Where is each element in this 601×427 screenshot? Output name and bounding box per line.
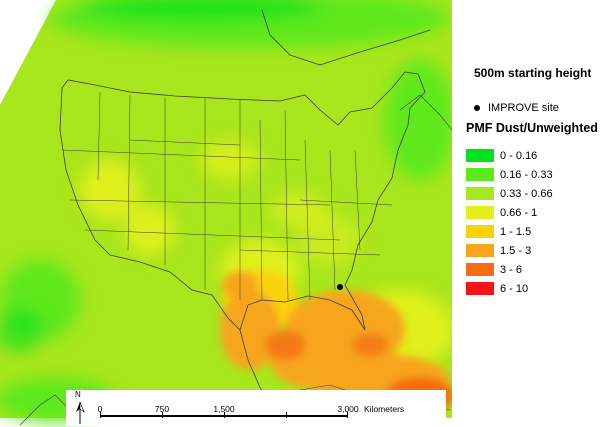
legend-swatch bbox=[466, 244, 494, 257]
scale-unit-label: Kilometers bbox=[364, 404, 405, 414]
legend-label: 0.33 - 0.66 bbox=[500, 187, 553, 200]
legend-swatch bbox=[466, 149, 494, 162]
legend-label: 1 - 1.5 bbox=[500, 225, 532, 238]
legend-item: 3 - 6 bbox=[466, 260, 553, 279]
legend-label: 3 - 6 bbox=[500, 263, 523, 276]
map-canvas bbox=[0, 0, 452, 426]
north-label: N bbox=[75, 390, 81, 399]
legend-item: 0 - 0.16 bbox=[466, 146, 553, 165]
legend-swatch bbox=[466, 263, 494, 276]
legend-swatch bbox=[466, 282, 494, 295]
site-dot-icon bbox=[474, 105, 480, 111]
scale-tick-label: 1,500 bbox=[213, 404, 235, 414]
scale-bar: N 0 750 1,500 3,000 Kilometers bbox=[66, 390, 446, 426]
field-hotspots bbox=[220, 270, 452, 413]
legend-label: 1.5 - 3 bbox=[500, 244, 532, 257]
scale-bar-tick bbox=[162, 412, 163, 418]
state-boundaries bbox=[61, 91, 393, 301]
scale-bar-tick bbox=[100, 412, 101, 418]
legend-item: 1.5 - 3 bbox=[466, 241, 553, 260]
legend-item: 1 - 1.5 bbox=[466, 222, 553, 241]
legend-item: 0.66 - 1 bbox=[466, 203, 553, 222]
legend-items: 0 - 0.16 0.16 - 0.33 0.33 - 0.66 0.66 - … bbox=[466, 146, 553, 298]
legend-label: 0.66 - 1 bbox=[500, 206, 538, 219]
legend-title: PMF Dust/Unweighted bbox=[466, 121, 598, 135]
legend-label: 0 - 0.16 bbox=[500, 149, 538, 162]
subtitle: 500m starting height bbox=[474, 66, 592, 80]
scale-bar-tick bbox=[224, 412, 225, 418]
improve-site-marker bbox=[337, 284, 343, 290]
site-marker-legend: IMPROVE site bbox=[474, 102, 559, 114]
scale-bar-tick bbox=[347, 412, 348, 418]
site-label: IMPROVE site bbox=[488, 102, 559, 114]
legend-item: 0.16 - 0.33 bbox=[466, 165, 553, 184]
legend-item: 6 - 10 bbox=[466, 279, 553, 298]
legend-item: 0.33 - 0.66 bbox=[466, 184, 553, 203]
legend-swatch bbox=[466, 187, 494, 200]
scale-bar-tick bbox=[286, 412, 287, 418]
scale-tick-label: 0 bbox=[97, 404, 103, 414]
legend-swatch bbox=[466, 206, 494, 219]
dust-contribution-map bbox=[0, 0, 452, 427]
scale-tick-label: 3,000 bbox=[337, 404, 359, 414]
legend-label: 6 - 10 bbox=[500, 282, 529, 295]
legend-label: 0.16 - 0.33 bbox=[500, 168, 553, 181]
north-arrow-icon bbox=[76, 401, 85, 424]
legend-swatch bbox=[466, 168, 494, 181]
scale-tick-label: 750 bbox=[154, 404, 170, 414]
legend-swatch bbox=[466, 225, 494, 238]
